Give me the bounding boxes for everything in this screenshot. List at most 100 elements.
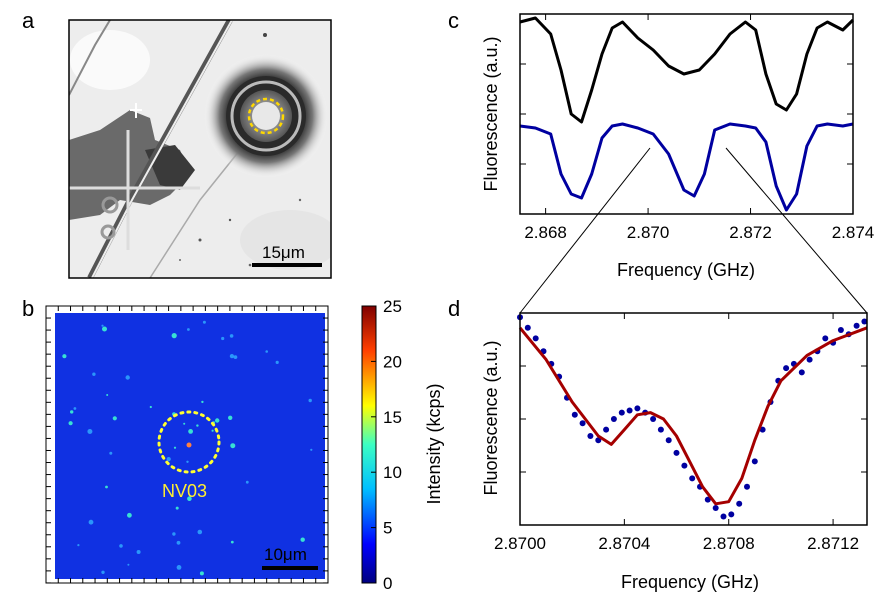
data-point xyxy=(603,426,610,433)
data-point xyxy=(610,416,617,422)
fluorescent-spot xyxy=(92,372,96,376)
colorbar-tick-label: 5 xyxy=(383,519,392,538)
fluorescent-spot xyxy=(199,571,204,576)
colorbar: 25 20 15 10 5 0 xyxy=(361,297,402,593)
fluorescent-spot xyxy=(229,334,234,338)
fluorescent-spot xyxy=(211,429,214,432)
fluorescent-spot xyxy=(173,446,177,449)
fluorescent-spot xyxy=(102,326,107,332)
colorbar-tick-label: 20 xyxy=(383,352,402,371)
series-line xyxy=(519,122,854,212)
zoom-connector-right xyxy=(725,147,868,314)
data-point xyxy=(681,462,688,469)
data-point xyxy=(720,513,727,520)
panel-c-xlabel: Frequency (GHz) xyxy=(617,260,755,280)
colorbar-tick-label: 0 xyxy=(383,574,392,593)
data-point xyxy=(657,426,664,433)
fluorescent-spot xyxy=(186,460,189,463)
data-point xyxy=(579,420,586,427)
fluorescent-spot xyxy=(172,532,176,536)
data-point xyxy=(673,449,680,456)
fluorescent-spot xyxy=(221,336,225,341)
fluorescent-spot xyxy=(126,512,132,518)
fluorescent-spot xyxy=(230,540,234,544)
scalebar-b-label: 10μm xyxy=(264,545,307,564)
fluorescent-spot xyxy=(175,506,179,510)
fluorescent-spot xyxy=(101,324,104,327)
data-point xyxy=(798,369,805,376)
fluorescent-spot xyxy=(300,537,305,542)
zoom-connector-left xyxy=(519,147,651,314)
fluorescent-spot xyxy=(119,544,123,548)
x-tick-label: 2.8712 xyxy=(807,534,859,553)
x-tick-label: 2.8704 xyxy=(598,534,650,553)
data-point xyxy=(728,511,735,518)
fluorescent-spot xyxy=(87,429,93,434)
fluorescent-spot xyxy=(101,570,105,574)
data-point xyxy=(532,335,539,342)
panel-d-xlabel: Frequency (GHz) xyxy=(621,572,759,592)
x-tick-label: 2.8700 xyxy=(494,534,546,553)
fluorescent-spot xyxy=(245,480,249,484)
fluorescent-spot xyxy=(202,320,206,324)
fluorescent-spot xyxy=(88,519,94,525)
colorbar-tick-label: 10 xyxy=(383,463,402,482)
fluorescent-spot xyxy=(188,429,194,434)
data-point xyxy=(853,322,860,329)
fluorescent-spot xyxy=(136,550,141,554)
fluorescent-spot xyxy=(265,350,269,353)
fluorescent-spot xyxy=(166,457,171,462)
x-tick-label: 2.868 xyxy=(524,223,567,242)
x-tick-label: 2.872 xyxy=(729,223,772,242)
data-point xyxy=(571,411,578,418)
fluorescent-spot xyxy=(230,443,236,449)
fluorescent-spot xyxy=(196,424,199,427)
panel-label-a: a xyxy=(22,8,35,33)
fluorescent-spot xyxy=(308,398,312,403)
fluorescent-spot xyxy=(127,563,130,566)
scalebar-a xyxy=(252,263,322,267)
scalebar-a-label: 15μm xyxy=(262,243,305,262)
data-point xyxy=(759,426,766,433)
fluorescent-spot xyxy=(149,405,152,409)
fluorescent-spot xyxy=(310,448,313,451)
data-point xyxy=(650,416,657,422)
data-point xyxy=(712,505,719,511)
data-point xyxy=(634,405,641,412)
fluorescent-spot xyxy=(229,354,234,359)
data-point xyxy=(837,327,844,333)
x-tick-label: 2.870 xyxy=(627,223,670,242)
fluorescent-spot xyxy=(201,400,204,404)
data-point xyxy=(806,356,813,363)
panel-d-chart: 2.8700 2.8704 2.8708 2.8712 xyxy=(494,312,868,553)
fluorescent-spot xyxy=(106,394,109,396)
panel-c-chart: 2.868 2.870 2.872 2.874 xyxy=(519,13,874,242)
data-point xyxy=(751,458,758,465)
fluorescent-spot xyxy=(176,540,181,545)
data-point xyxy=(689,475,696,482)
fluorescent-spot xyxy=(112,416,117,421)
fluorescent-spot xyxy=(176,565,182,570)
series-line xyxy=(518,326,868,506)
fluorescent-spot xyxy=(62,354,67,359)
colorbar-tick-label: 25 xyxy=(383,297,402,316)
fluorescent-spot xyxy=(109,451,113,455)
fluorescent-spot xyxy=(70,410,74,414)
fluorescent-spot xyxy=(105,485,108,489)
panel-d-ylabel: Fluorescence (a.u.) xyxy=(481,340,501,495)
fluorescent-spot xyxy=(68,421,73,426)
fluorescent-spot xyxy=(187,496,192,502)
data-point xyxy=(783,365,790,372)
data-point xyxy=(736,500,743,507)
panel-c-ylabel: Fluorescence (a.u.) xyxy=(481,36,501,191)
data-point xyxy=(704,496,711,503)
data-point xyxy=(744,483,750,490)
panel-label-d: d xyxy=(448,296,461,321)
colorbar-label: Intensity (kcps) xyxy=(424,383,444,504)
data-point xyxy=(822,335,829,342)
fluorescent-spot xyxy=(183,422,186,425)
data-point xyxy=(626,407,633,414)
x-tick-label: 2.8708 xyxy=(703,534,755,553)
fluorescent-spot xyxy=(171,333,177,339)
